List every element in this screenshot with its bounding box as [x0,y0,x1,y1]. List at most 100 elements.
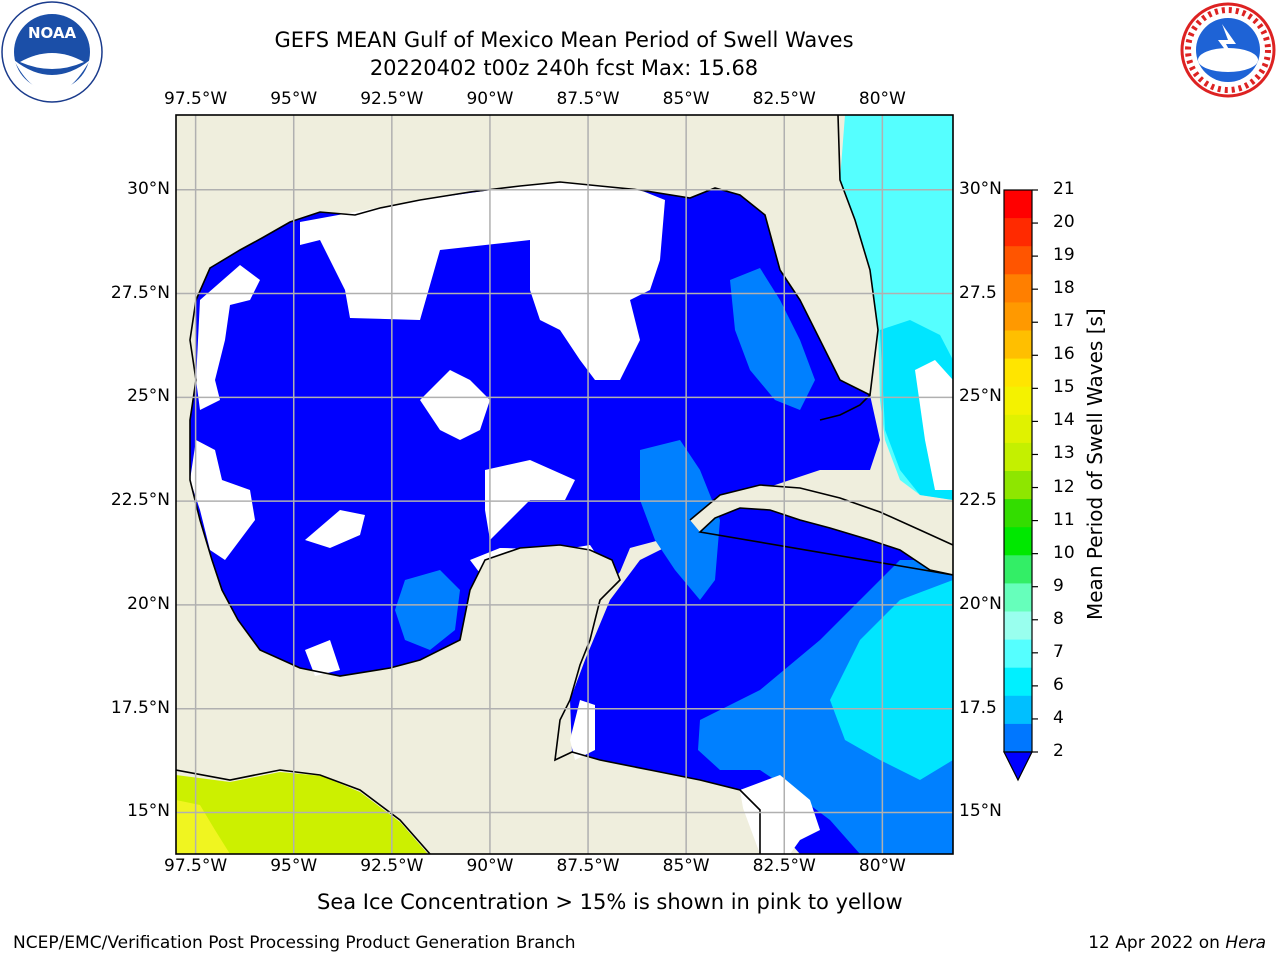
colorbar-tick-label: 19 [1053,245,1075,266]
no-data-east-coast-florida [915,360,953,490]
no-data-central-gulf-2 [485,460,575,540]
gulf-coastline [195,115,879,397]
colorbar-cell [1004,274,1032,303]
colorbar-tick-label: 4 [1053,707,1064,728]
lat-label-right: 15°N [959,801,1002,822]
swell-zone-yucatan-channel [640,440,720,600]
colorbar-tick-label: 12 [1053,476,1075,497]
lon-label-top: 90°W [466,89,514,109]
colorbar-tick-label: 7 [1053,641,1064,662]
colorbar-cell [1004,555,1032,584]
lon-label-bottom: 95°W [270,856,318,876]
colorbar-cell [1004,471,1032,500]
lat-label-left: 25°N [127,386,170,407]
swell-zone-caribbean-cyan [830,580,953,780]
lat-label-right: 27.5 [959,282,997,303]
lon-label-bottom: 85°W [662,856,710,876]
colorbar-tick-label: 15 [1053,377,1075,398]
cuba-land [690,485,953,575]
colorbar-tick-label: 6 [1053,674,1064,695]
noaa-logo-text: NOAA [28,24,77,42]
colorbar-cell [1004,611,1032,641]
colorbar [1003,189,1038,782]
pacific-coastline [176,769,431,854]
colorbar-tick-label: 13 [1053,443,1075,464]
colorbar-tick-label: 10 [1053,542,1075,563]
lat-label-right: 22.5 [959,490,997,511]
lon-label-top: 82.5°W [752,89,816,109]
colorbar-cell [1004,358,1032,388]
nws-logo [1178,0,1278,100]
footer-machine: Hera [1225,933,1266,953]
colorbar-tick-label: 8 [1053,608,1064,629]
lat-label-right: 20°N [959,593,1002,614]
colorbar-tick-label: 11 [1053,509,1075,530]
lat-label-right: 30°N [959,178,1002,199]
swell-zone-florida-west [730,268,815,410]
no-data-texas-coast [190,440,255,560]
lon-label-bottom: 87.5°W [556,856,620,876]
footer-date: 12 Apr 2022 on [1088,933,1226,953]
colorbar-cell [1004,246,1032,275]
no-data-central-gulf [420,370,490,440]
footer-right: 12 Apr 2022 on Hera [1088,933,1266,953]
west-gulf-coastline [189,299,761,854]
plot-subtitle: 20220402 t00z 240h fcst Max: 15.68 [369,56,759,80]
lon-label-top: 95°W [270,89,318,109]
cuba-coastline [689,484,953,576]
colorbar-tick-label: 9 [1053,575,1064,596]
lon-label-bottom: 97.5°W [164,856,228,876]
colorbar-cell [1004,442,1032,472]
colorbar-tick-label: 17 [1053,311,1075,332]
lat-label-right: 17.5 [959,697,997,718]
lat-label-left: 15°N [127,801,170,822]
lon-label-top: 97.5°W [164,89,228,109]
lat-label-left: 22.5°N [110,490,170,511]
swell-zone-campeche [395,570,460,650]
colorbar-tick-label: 21 [1053,179,1075,199]
graticule [176,115,953,854]
colorbar-cell [1004,414,1032,444]
lon-label-top: 80°W [858,89,906,109]
colorbar-cell [1004,302,1032,331]
colorbar-cell [1004,639,1032,669]
colorbar-tick-label: 2 [1053,741,1064,761]
colorbar-title: Mean Period of Swell Waves [s] [1083,308,1107,620]
footer-left: NCEP/EMC/Verification Post Processing Pr… [13,933,576,953]
colorbar-tick-label: 20 [1053,212,1075,233]
colorbar-extend-triangle [1003,751,1033,782]
no-data-texas-shelf [196,265,260,410]
lat-label-right: 25°N [959,386,1002,407]
no-data-campeche-coast [305,640,340,676]
lat-label-left: 30°N [127,178,170,199]
lon-label-bottom: 82.5°W [752,856,816,876]
colorbar-cell [1004,499,1032,528]
lon-label-top: 92.5°W [360,89,424,109]
lat-label-left: 20°N [127,593,170,614]
yucatan-land [440,545,620,770]
colorbar-cell [1004,190,1032,219]
central-america-land-2 [410,740,760,854]
no-data-west-gulf [305,510,365,548]
colorbar-cell [1004,527,1032,556]
colorbar-cell [1004,330,1032,360]
colorbar-tick-label: 18 [1053,278,1075,299]
sea-ice-note: Sea Ice Concentration > 15% is shown in … [317,890,903,914]
lon-label-bottom: 90°W [466,856,514,876]
lon-label-bottom: 92.5°W [360,856,424,876]
lat-label-left: 27.5°N [110,282,170,303]
colorbar-cell [1004,386,1032,416]
lat-label-left: 17.5°N [110,697,170,718]
florida-keys [819,394,871,421]
colorbar-cell [1004,583,1032,612]
colorbar-tick-label: 14 [1053,410,1075,431]
pacific-ice-zone-yellow [176,800,230,854]
colorbar-cell [1004,723,1032,753]
lon-label-top: 87.5°W [556,89,620,109]
colorbar-cell [1004,695,1032,725]
colorbar-cell [1004,667,1032,697]
lon-label-top: 85°W [662,89,710,109]
noaa-logo: NOAA [0,0,104,104]
lon-label-bottom: 80°W [858,856,906,876]
